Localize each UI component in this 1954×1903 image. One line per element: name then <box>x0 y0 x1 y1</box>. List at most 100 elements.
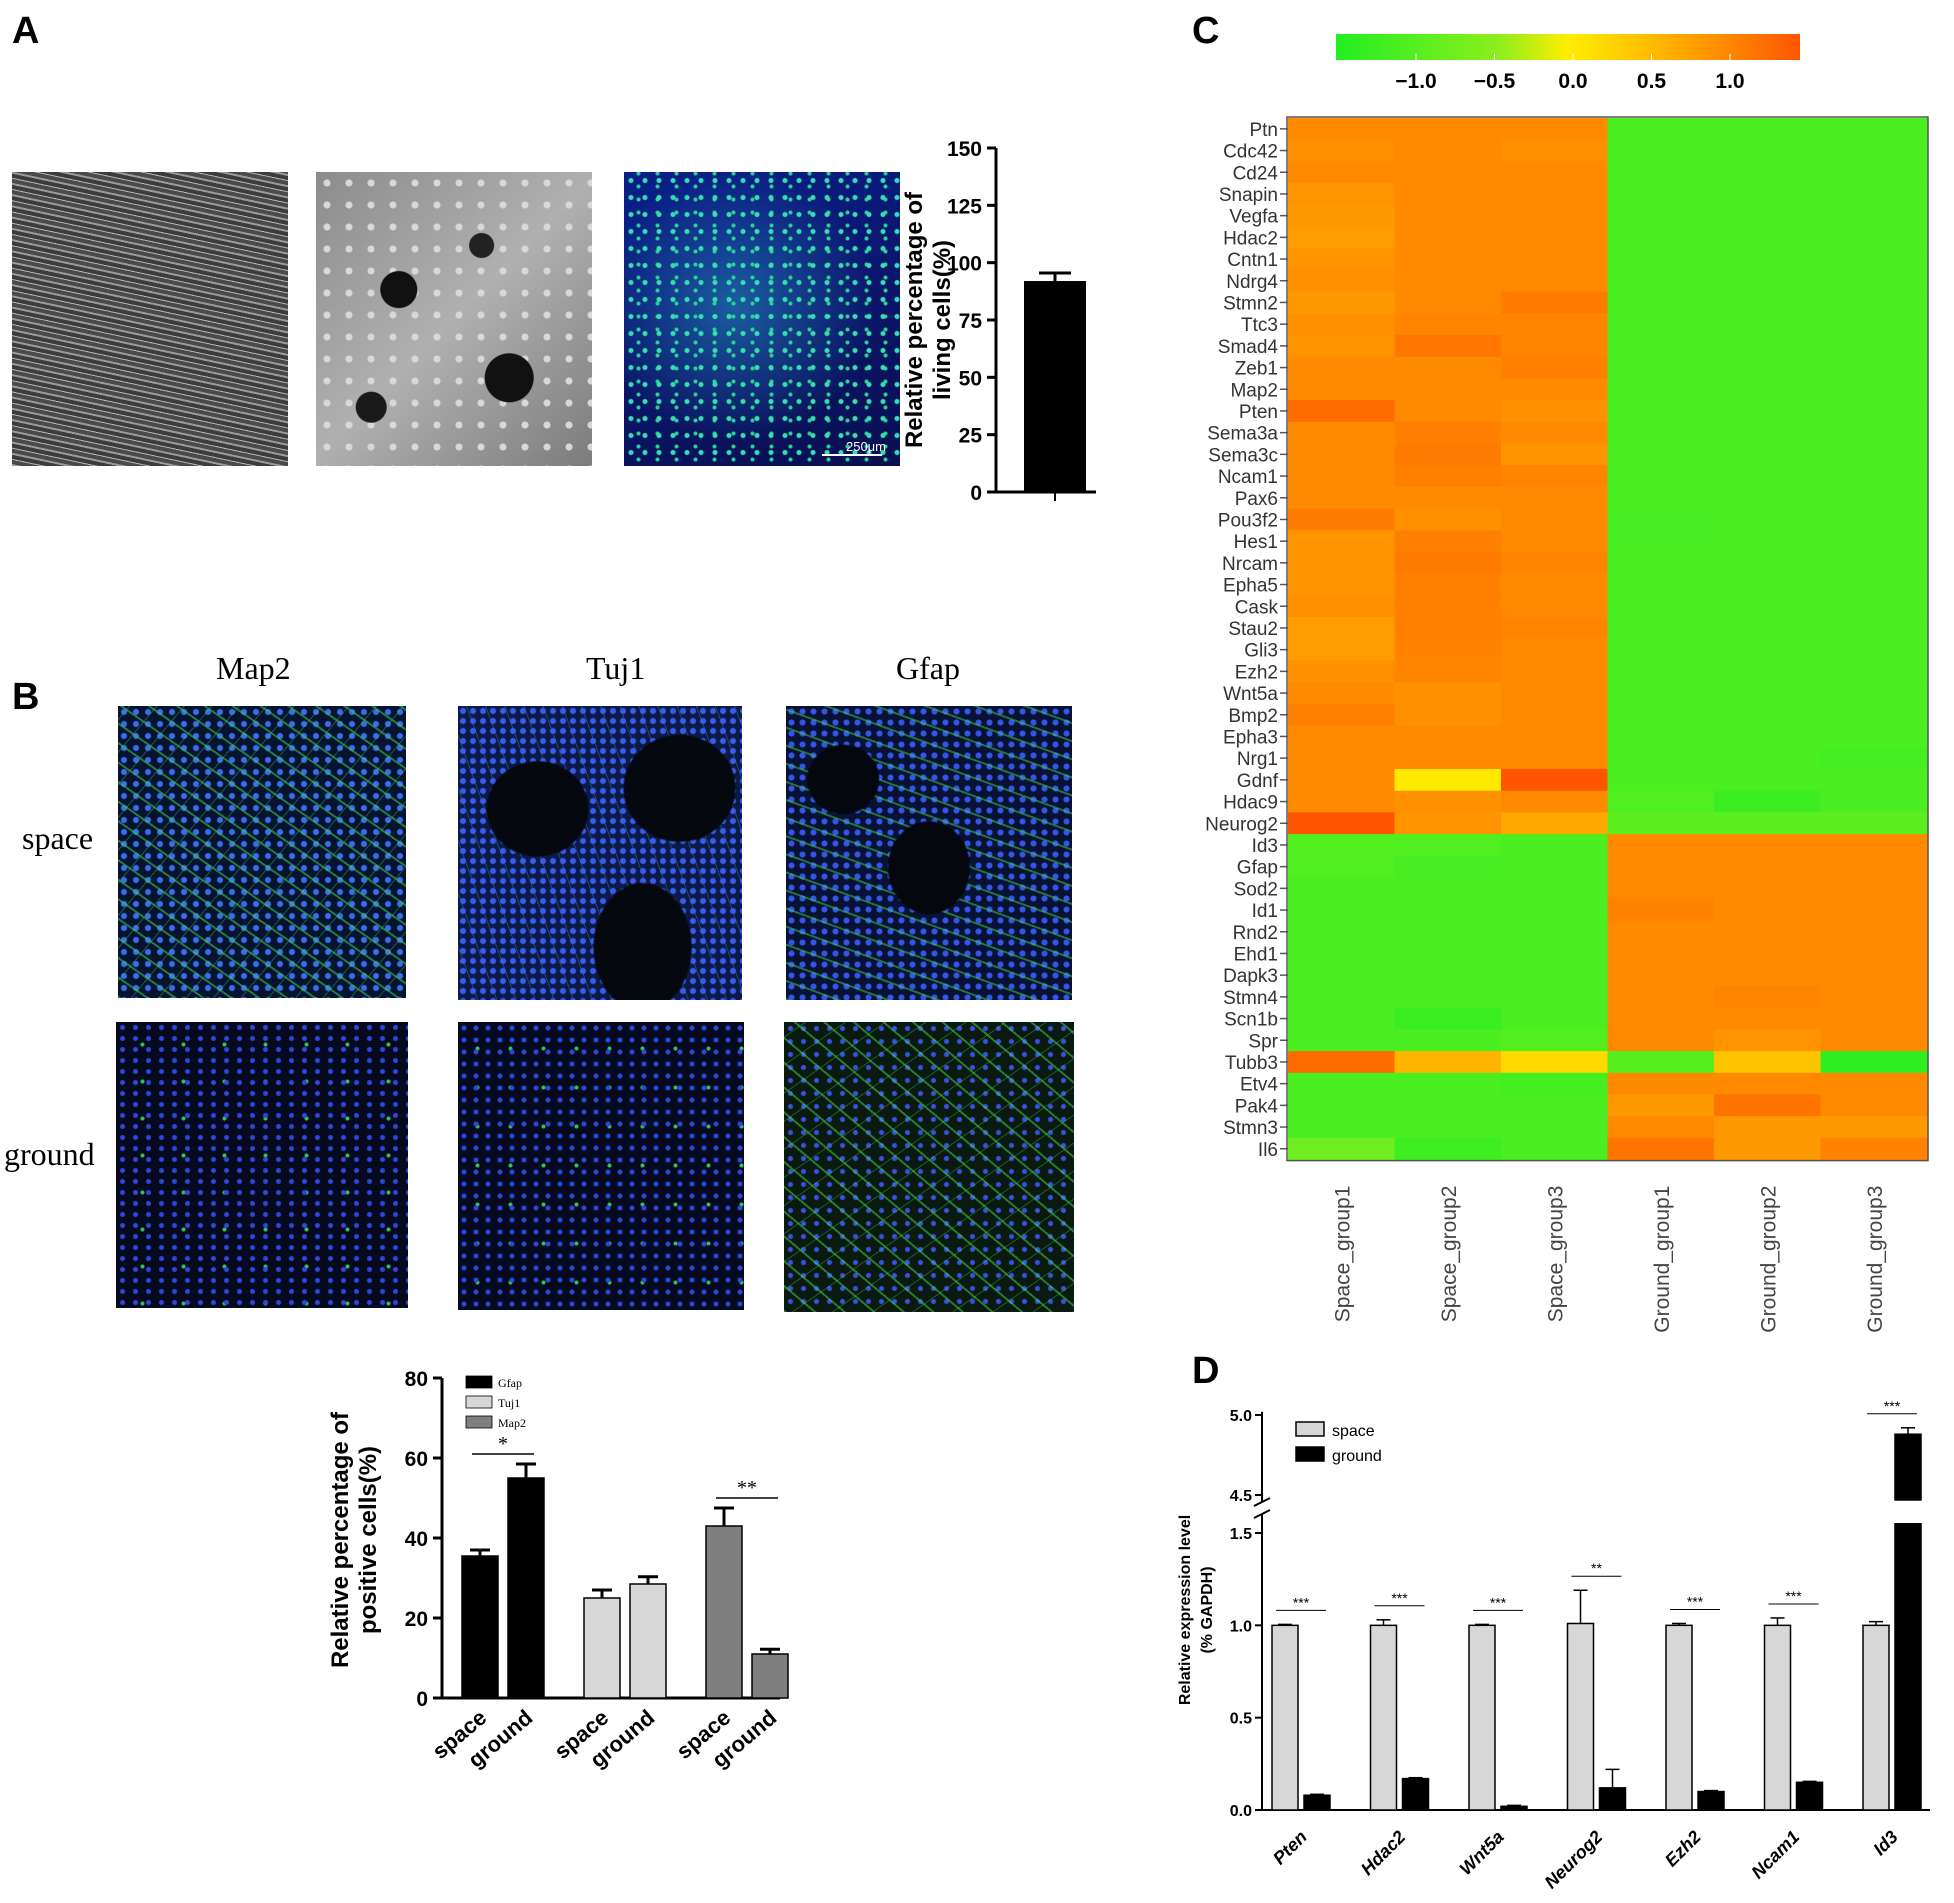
row-label: Cd24 <box>1233 163 1279 184</box>
heatmap-cell <box>1394 1007 1502 1030</box>
heatmap-cell <box>1288 226 1395 249</box>
heatmap-cell <box>1288 269 1395 293</box>
y-axis-label-line1: Relative expression level <box>1177 1515 1194 1705</box>
heatmap-cell <box>1288 508 1395 531</box>
heatmap-cell <box>1288 248 1395 271</box>
heatmap-cell <box>1820 161 1928 184</box>
legend-label: space <box>1332 1423 1375 1440</box>
heatmap-cell <box>1394 269 1502 293</box>
heatmap-cell <box>1501 248 1608 271</box>
significance-marker: *** <box>1884 1398 1901 1414</box>
row-label: Gfap <box>1237 858 1278 879</box>
heatmap-cell <box>1501 552 1608 575</box>
heatmap-cell <box>1820 486 1928 510</box>
column-label: Space_group3 <box>1544 1186 1567 1323</box>
heatmap-cell <box>1394 1116 1502 1139</box>
heatmap-cell <box>1714 313 1821 336</box>
heatmap-cell <box>1394 226 1502 249</box>
heatmap-cell <box>1288 1029 1395 1052</box>
heatmap-cell <box>1607 508 1715 531</box>
heatmap-cell <box>1607 378 1715 401</box>
heatmap-cell <box>1394 1029 1502 1052</box>
heatmap-cell <box>1607 682 1715 705</box>
heatmap-cell <box>1288 313 1395 336</box>
heatmap-cell <box>1714 421 1821 444</box>
heatmap-cell <box>1607 443 1715 466</box>
heatmap-cell <box>1394 834 1502 857</box>
heatmap-cell <box>1394 248 1502 271</box>
heatmap-cell <box>1714 465 1821 488</box>
heatmap-cell <box>1394 855 1502 878</box>
heatmap-cell <box>1714 356 1821 379</box>
chart-living-cells: 0 25 50 75 100 125 150 Relative percentage of li… <box>901 138 1096 505</box>
heatmap-cell <box>1394 204 1502 227</box>
colorbar-tick-label: 1.0 <box>1715 70 1744 93</box>
heatmap-cell <box>1288 595 1395 618</box>
heatmap-cell <box>1820 313 1928 336</box>
heatmap-cell <box>1607 638 1715 661</box>
heatmap-cell <box>1820 204 1928 227</box>
heatmap-cell <box>1394 552 1502 575</box>
heatmap-cell <box>1607 769 1715 792</box>
significance-marker: *** <box>1687 1593 1704 1609</box>
y-tick-label: 5.0 <box>1230 1408 1252 1425</box>
heatmap-cell <box>1288 638 1395 661</box>
heatmap-cell <box>1714 204 1821 227</box>
heatmap-cell <box>1607 942 1715 965</box>
row-label: Epha3 <box>1223 727 1278 748</box>
row-label: Smad4 <box>1218 337 1279 358</box>
row-label: Sod2 <box>1234 879 1278 900</box>
row-label: Scn1b <box>1224 1010 1278 1031</box>
heatmap-cell <box>1714 139 1821 162</box>
heatmap-cell <box>1607 1007 1715 1030</box>
legend-label: Gfap <box>498 1376 522 1390</box>
heatmap-cell <box>1288 877 1395 900</box>
x-tick-label: Hdac2 <box>1357 1827 1409 1879</box>
heatmap-cell <box>1714 552 1821 575</box>
bar-living-cells <box>1024 281 1086 492</box>
bar-gfap-ground <box>507 1477 545 1699</box>
heatmap-cell <box>1288 291 1395 314</box>
heatmap-cell <box>1501 855 1608 878</box>
heatmap-cell <box>1607 465 1715 488</box>
heatmap-cell <box>1394 118 1502 141</box>
y-tick-label: 0.0 <box>1230 1803 1252 1820</box>
heatmap-cell <box>1820 790 1928 813</box>
heatmap-cell <box>1820 942 1928 965</box>
heatmap-cell <box>1714 335 1821 358</box>
heatmap-cell <box>1820 552 1928 575</box>
significance-marker: * <box>498 1433 508 1455</box>
y-tick-label: 125 <box>947 195 982 218</box>
heatmap-cell <box>1820 1029 1928 1052</box>
heatmap-cell <box>1820 747 1928 770</box>
heatmap-cell <box>1820 248 1928 271</box>
y-tick-label: 60 <box>405 1448 428 1471</box>
legend-swatch <box>1295 1446 1325 1462</box>
row-label: Cdc42 <box>1223 142 1278 163</box>
column-label: Space_group2 <box>1438 1186 1461 1323</box>
heatmap-cell <box>1394 356 1502 379</box>
heatmap-cell <box>1394 595 1502 618</box>
row-label: Pax6 <box>1235 489 1278 510</box>
legend-swatch <box>465 1375 493 1389</box>
heatmap-cell <box>1394 465 1502 488</box>
heatmap-cell <box>1714 769 1821 792</box>
heatmap-cell <box>1394 769 1502 792</box>
heatmap-border <box>1286 116 1929 1162</box>
bar-ezh2-space <box>1665 1624 1693 1811</box>
column-label-tuj1: Tuj1 <box>586 650 646 686</box>
heatmap-cell <box>1607 1051 1715 1074</box>
heatmap-cell <box>1607 855 1715 878</box>
heatmap-cell <box>1501 335 1608 358</box>
heatmap-cell <box>1714 986 1821 1009</box>
y-tick-label: 4.5 <box>1230 1488 1252 1505</box>
heatmap-cell <box>1394 530 1502 553</box>
colorbar-tick-label: 0.0 <box>1558 70 1587 93</box>
legend-label: Map2 <box>498 1416 526 1430</box>
scale-bar <box>822 454 882 456</box>
heatmap-cell <box>1501 486 1608 510</box>
row-label: Gdnf <box>1237 771 1279 792</box>
heatmap-cell <box>1820 617 1928 640</box>
row-label: Cntn1 <box>1227 250 1278 271</box>
heatmap-cell <box>1607 204 1715 227</box>
